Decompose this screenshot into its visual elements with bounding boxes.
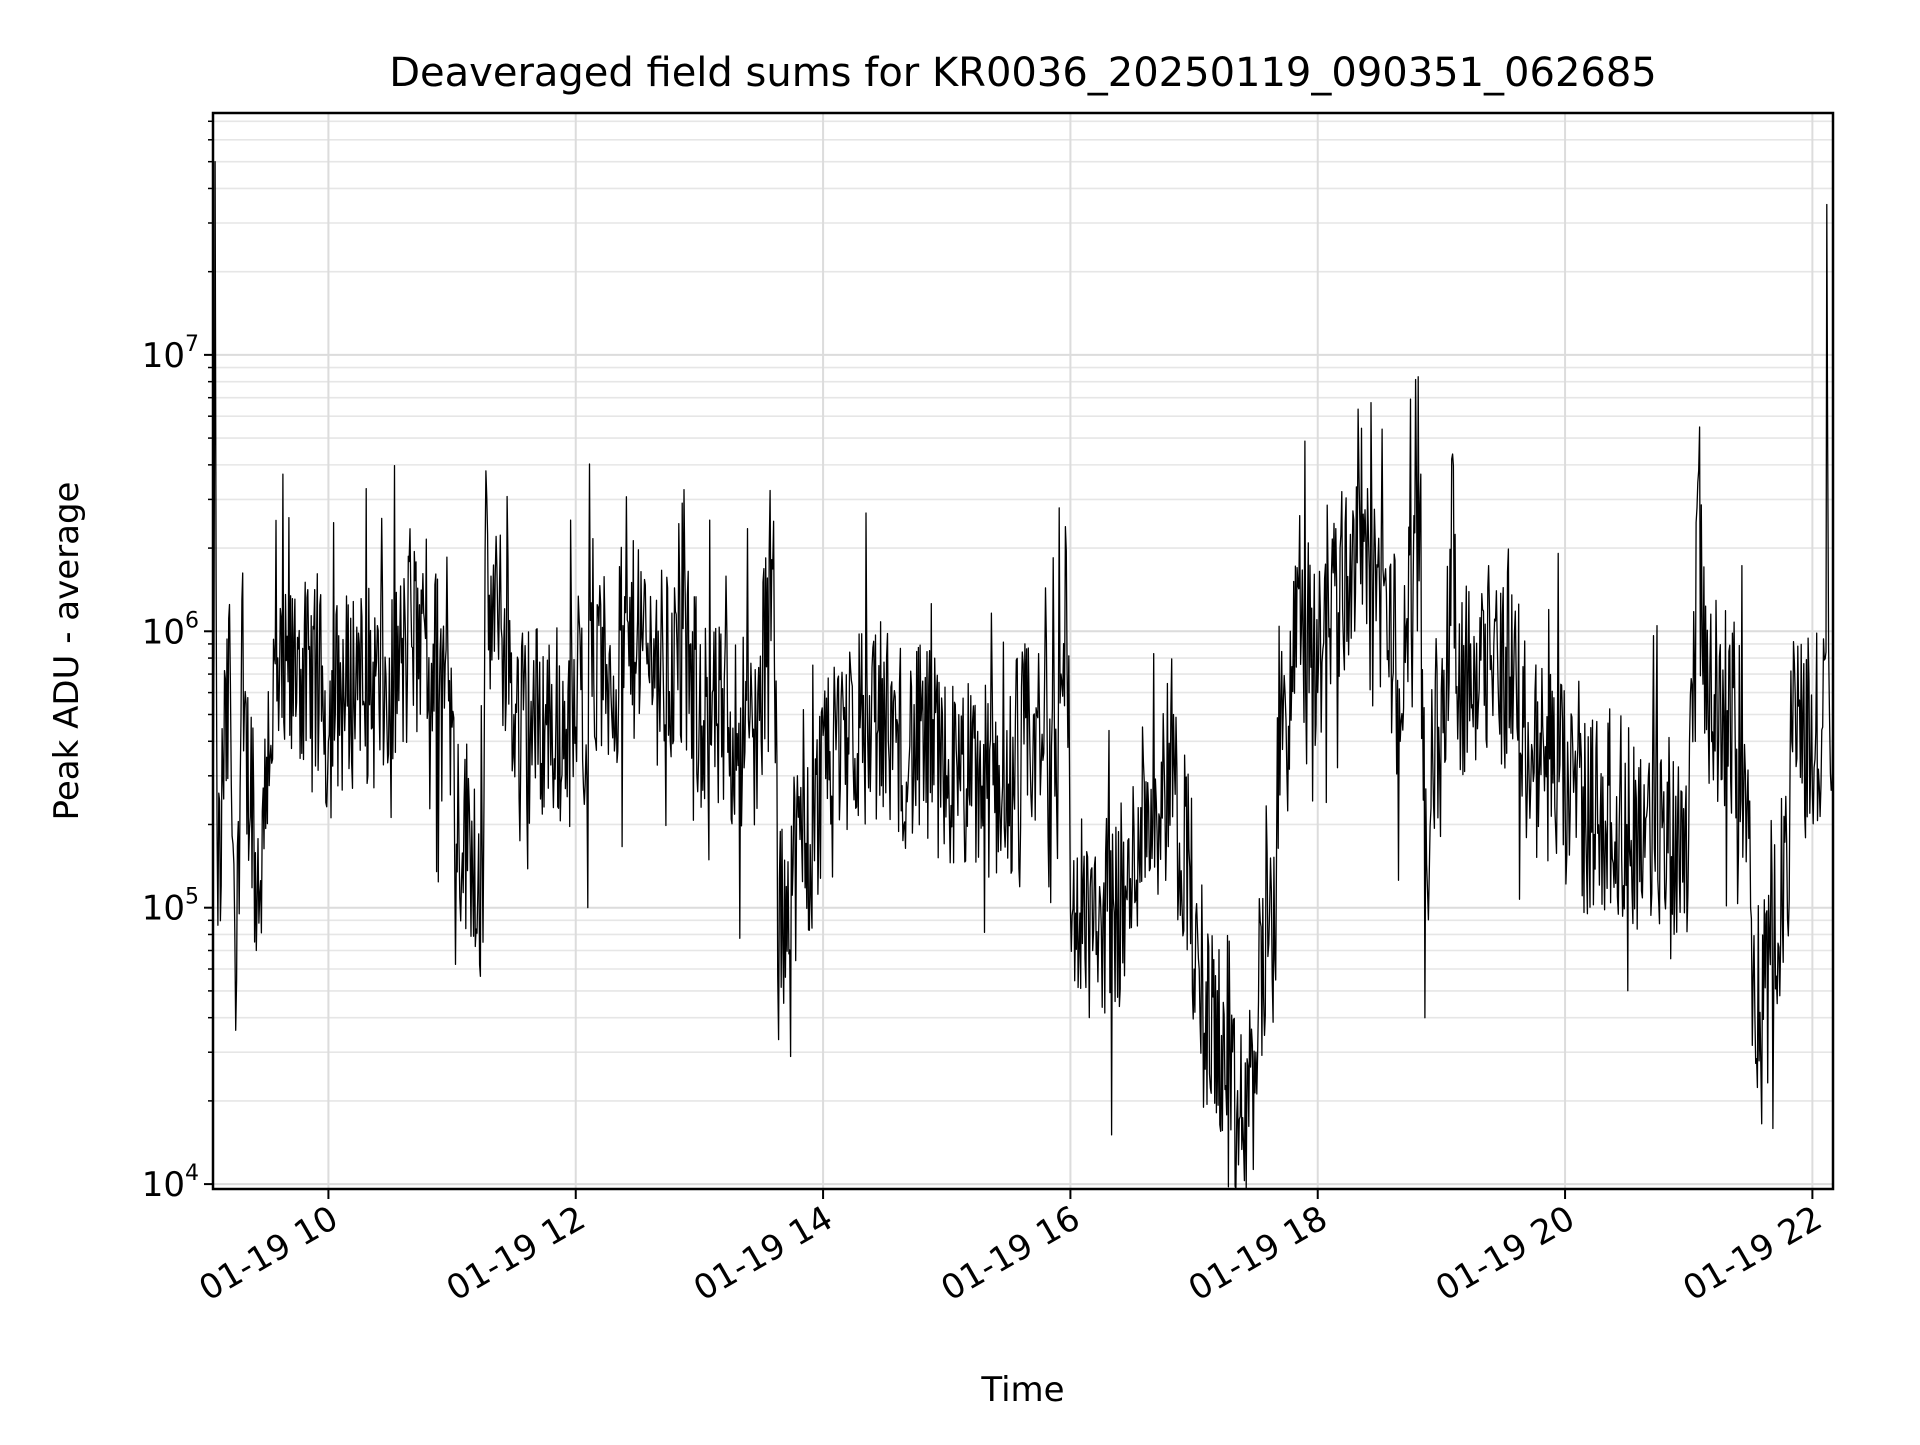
y-tick-label: 104 [142,1161,199,1205]
y-tick-base: 10 [142,612,185,652]
y-tick-exponent: 4 [185,1161,199,1186]
y-tick-base: 10 [142,1165,185,1205]
chart-title: Deaveraged field sums for KR0036_2025011… [389,50,1657,96]
series-line [212,161,1834,1190]
y-tick-base: 10 [142,336,185,376]
y-tick-exponent: 5 [185,885,199,910]
y-tick-base: 10 [142,889,185,929]
plot-frame [211,111,1835,1191]
y-tick-exponent: 7 [185,332,199,357]
y-tick-label: 105 [142,885,199,929]
x-axis-label: Time [980,1370,1064,1410]
y-tick-label: 107 [142,332,199,376]
y-tick-label: 106 [142,608,199,652]
y-tick-exponent: 6 [185,608,199,633]
series-layer [212,161,1834,1190]
y-axis-label: Peak ADU - average [47,482,87,821]
